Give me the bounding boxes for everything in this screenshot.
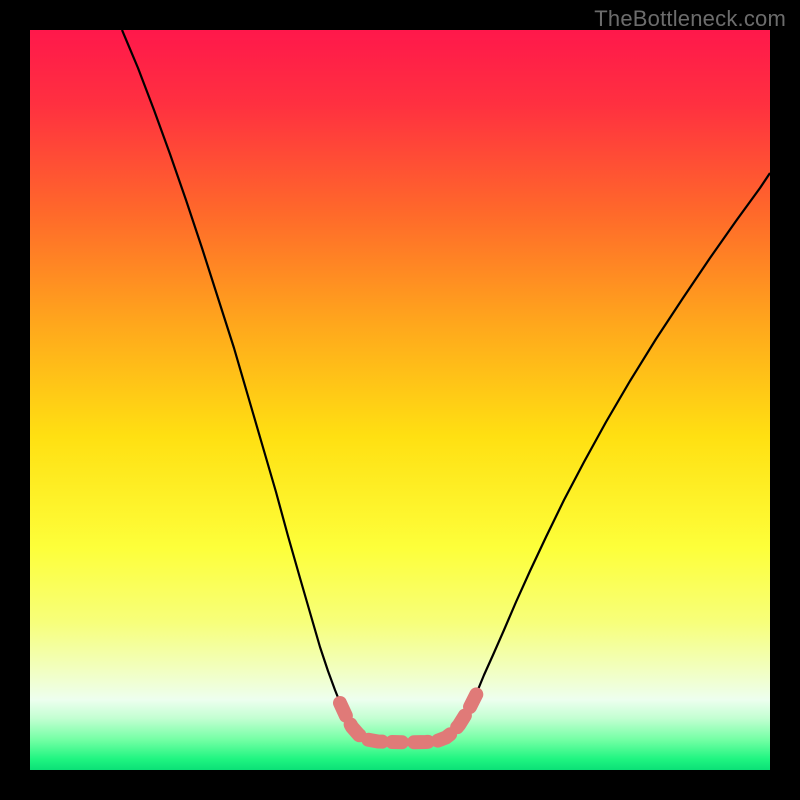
plot-background bbox=[30, 30, 770, 770]
bottleneck-chart bbox=[0, 0, 800, 800]
chart-stage: TheBottleneck.com bbox=[0, 0, 800, 800]
